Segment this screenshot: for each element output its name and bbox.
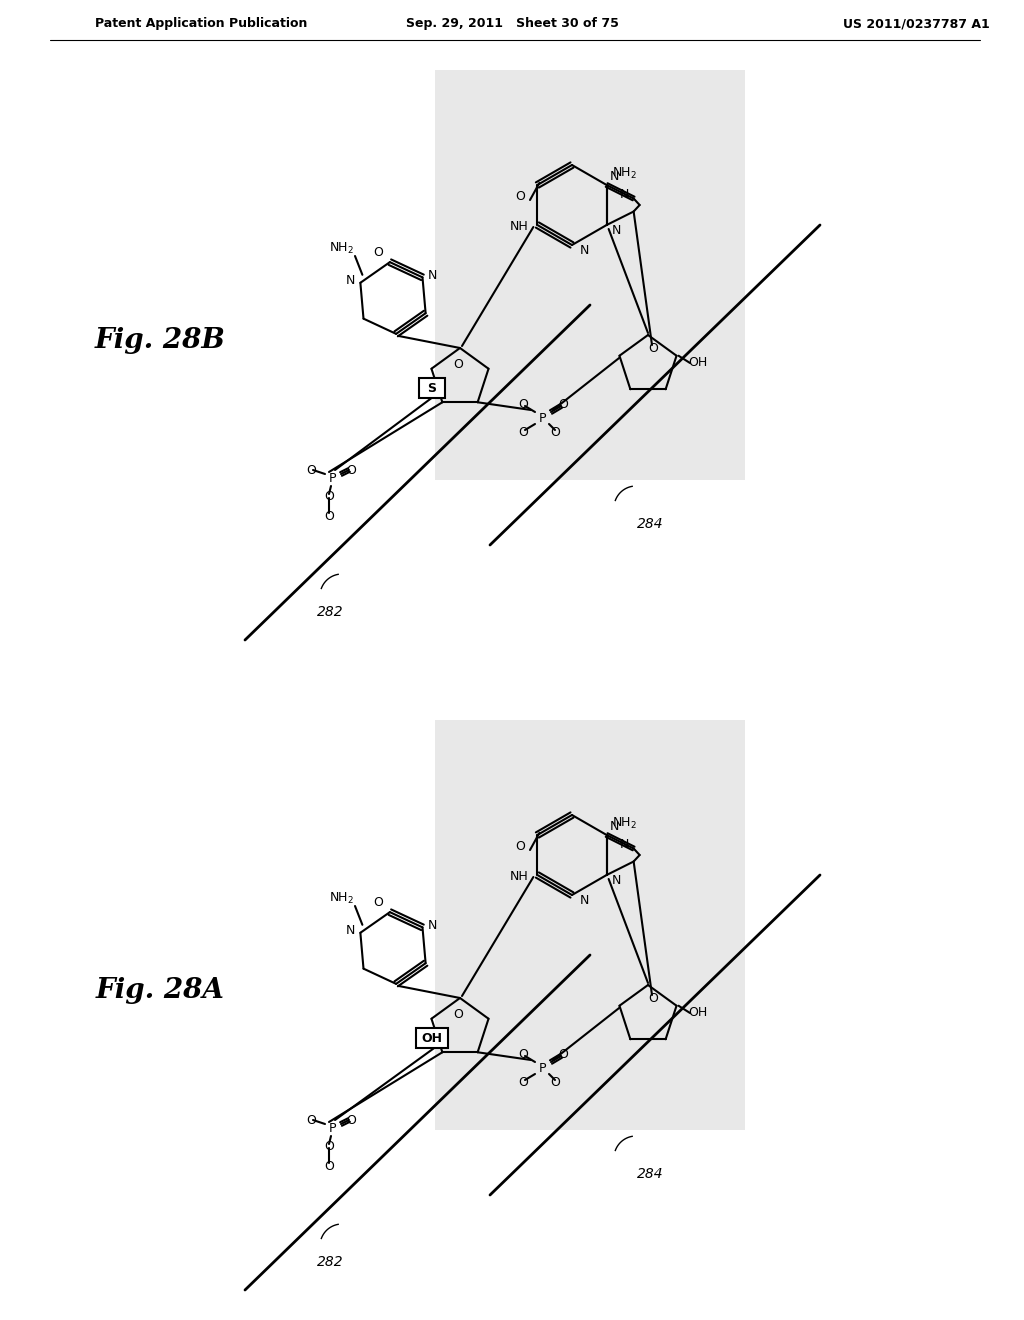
Text: N: N (610, 821, 620, 833)
Text: Sep. 29, 2011   Sheet 30 of 75: Sep. 29, 2011 Sheet 30 of 75 (406, 17, 618, 30)
Text: N: N (610, 170, 620, 183)
Text: Fig. 28A: Fig. 28A (95, 977, 224, 1003)
Text: O: O (550, 425, 560, 438)
Text: OH: OH (422, 1031, 442, 1044)
Text: N: N (612, 223, 622, 236)
Text: O: O (346, 463, 356, 477)
Text: NH$_2$: NH$_2$ (329, 891, 353, 906)
Text: O: O (324, 1159, 334, 1172)
Bar (419, 378, 445, 399)
Text: N: N (620, 189, 629, 202)
Text: N: N (428, 919, 437, 932)
Text: 282: 282 (316, 1255, 343, 1269)
Text: P: P (540, 1061, 547, 1074)
Text: O: O (373, 896, 383, 908)
Text: O: O (515, 841, 525, 854)
Text: NH$_2$: NH$_2$ (329, 240, 353, 256)
Text: O: O (518, 397, 528, 411)
Text: P: P (330, 1122, 337, 1134)
Text: US 2011/0237787 A1: US 2011/0237787 A1 (843, 17, 990, 30)
Text: O: O (346, 1114, 356, 1126)
Text: O: O (558, 1048, 568, 1060)
Text: NH$_2$: NH$_2$ (611, 816, 637, 830)
Text: N: N (580, 894, 589, 907)
Text: NH: NH (510, 220, 528, 234)
Text: O: O (518, 425, 528, 438)
Text: O: O (306, 463, 316, 477)
Text: OH: OH (688, 1006, 708, 1019)
Text: O: O (306, 1114, 316, 1126)
Text: O: O (453, 1007, 463, 1020)
Text: O: O (648, 342, 658, 355)
Text: 282: 282 (316, 605, 343, 619)
Text: O: O (324, 510, 334, 523)
Text: O: O (518, 1048, 528, 1060)
Text: 284: 284 (637, 517, 664, 531)
Text: 284: 284 (637, 1167, 664, 1181)
Text: O: O (558, 397, 568, 411)
Text: P: P (540, 412, 547, 425)
Text: O: O (648, 993, 658, 1006)
Text: N: N (580, 243, 589, 256)
Text: N: N (346, 275, 355, 288)
Text: O: O (373, 246, 383, 259)
Text: OH: OH (688, 356, 708, 370)
Text: N: N (612, 874, 622, 887)
Text: NH: NH (510, 870, 528, 883)
Text: O: O (324, 1139, 334, 1152)
Text: S: S (427, 381, 436, 395)
Text: N: N (620, 838, 629, 851)
Polygon shape (435, 70, 745, 480)
Text: NH$_2$: NH$_2$ (611, 165, 637, 181)
Text: O: O (453, 358, 463, 371)
Text: O: O (515, 190, 525, 203)
Text: Fig. 28B: Fig. 28B (94, 326, 225, 354)
Text: P: P (330, 471, 337, 484)
Text: N: N (346, 924, 355, 937)
Text: O: O (550, 1076, 560, 1089)
Polygon shape (435, 719, 745, 1130)
Text: N: N (428, 269, 437, 282)
Bar (416, 1028, 449, 1048)
Text: Patent Application Publication: Patent Application Publication (95, 17, 307, 30)
Text: O: O (324, 490, 334, 503)
Text: O: O (518, 1076, 528, 1089)
